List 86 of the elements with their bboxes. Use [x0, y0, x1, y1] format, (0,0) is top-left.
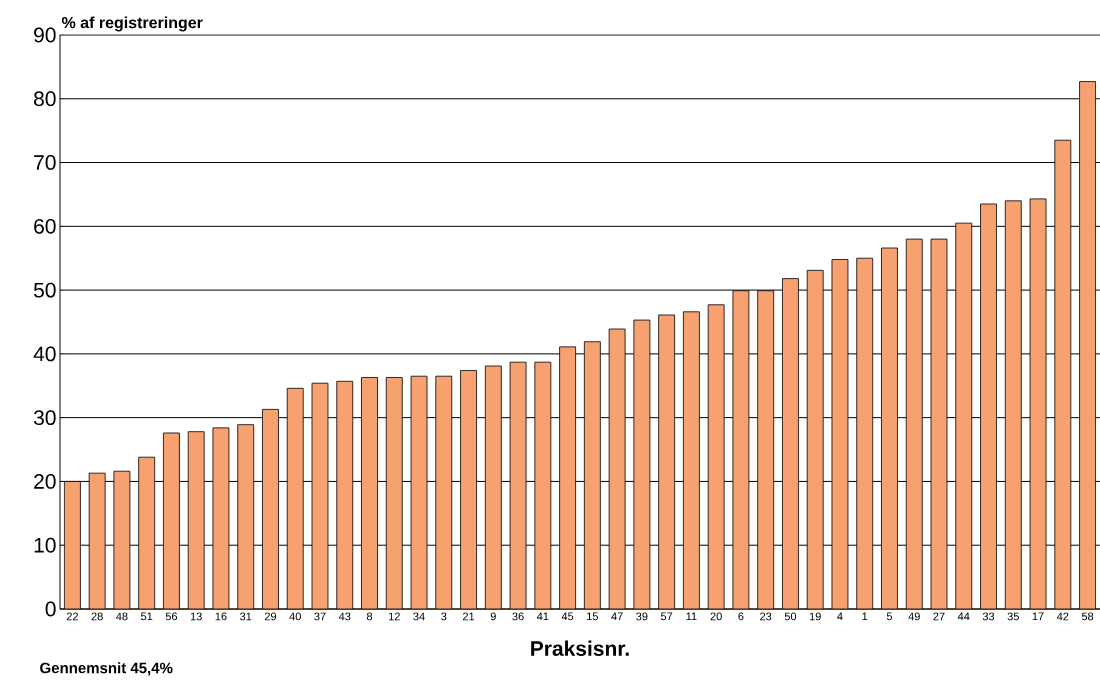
bar — [757, 290, 775, 609]
y-tick-label: 40 — [33, 346, 56, 362]
bar — [336, 380, 354, 609]
y-tick-label: 60 — [34, 218, 56, 234]
bar — [534, 361, 552, 609]
y-tick-label: 0 — [45, 601, 56, 617]
bar — [707, 304, 725, 609]
x-tick-label: 11 — [686, 612, 697, 621]
x-tick-label: 15 — [587, 612, 598, 621]
x-tick-label: 16 — [215, 612, 227, 621]
x-tick-label: 23 — [760, 612, 772, 621]
x-tick-label: 17 — [1032, 612, 1044, 621]
bar — [63, 481, 81, 609]
bar — [138, 456, 156, 609]
x-tick-label: 56 — [165, 612, 178, 621]
bar — [460, 370, 477, 609]
x-tick-label: 22 — [66, 612, 78, 621]
x-tick-label: 34 — [413, 612, 425, 621]
bar — [187, 431, 205, 609]
bar — [905, 238, 923, 609]
x-tick-label: 19 — [809, 612, 821, 621]
bar — [881, 247, 898, 609]
x-tick-label: 57 — [660, 612, 673, 621]
x-tick-label: 44 — [957, 612, 970, 621]
x-tick-label: 9 — [490, 612, 496, 621]
x-tick-label: 58 — [1081, 612, 1094, 621]
bar — [237, 424, 255, 609]
bar — [559, 346, 576, 609]
x-tick-label: 33 — [982, 612, 995, 621]
bar — [980, 203, 997, 609]
bar — [385, 377, 403, 609]
x-tick-label: 35 — [1007, 612, 1019, 621]
x-tick-label: 42 — [1056, 612, 1069, 621]
bar — [856, 257, 874, 609]
x-tick-label: 1 — [862, 612, 868, 621]
x-tick-label: 12 — [388, 612, 400, 621]
x-tick-label: 29 — [264, 612, 277, 621]
bar — [782, 278, 799, 609]
x-tick-label: 28 — [91, 612, 103, 621]
x-tick-label: 20 — [710, 612, 722, 621]
y-tick-label: 80 — [34, 91, 56, 107]
bar — [1054, 139, 1072, 609]
text: Gennemsnit 45,4% — [40, 662, 173, 676]
bar — [658, 314, 676, 609]
x-tick-label: 4 — [837, 612, 843, 621]
bar — [1004, 200, 1022, 609]
x-tick-label: 50 — [784, 612, 797, 621]
x-tick-label: 41 — [536, 612, 549, 621]
y-tick-label: 70 — [34, 155, 56, 170]
bar — [484, 365, 502, 609]
x-tick-label: 49 — [908, 612, 920, 621]
x-tick-label: 6 — [738, 612, 744, 621]
x-tick-label: 51 — [140, 612, 153, 621]
x-tick-label: 43 — [338, 612, 351, 621]
x-tick-label: 3 — [441, 612, 447, 621]
x-axis-title: Praksisnr. — [531, 640, 629, 656]
x-tick-label: 5 — [886, 612, 893, 621]
bar — [683, 311, 700, 609]
x-tick-label: 8 — [366, 612, 373, 621]
bar — [435, 375, 453, 609]
bar — [955, 222, 973, 609]
bar — [806, 269, 824, 609]
bar — [361, 377, 378, 609]
x-tick-label: 27 — [933, 612, 945, 621]
bar — [163, 432, 180, 609]
x-tick-label: 21 — [462, 612, 475, 621]
bar — [286, 387, 304, 609]
bar — [583, 341, 601, 609]
x-tick-label: 47 — [611, 612, 623, 621]
y-tick-label: 30 — [33, 410, 56, 426]
x-tick-label: 39 — [636, 612, 648, 621]
bar — [262, 408, 279, 609]
bar — [1079, 81, 1096, 609]
x-tick-label: 45 — [561, 612, 574, 621]
x-tick-label: 36 — [512, 612, 524, 621]
y-tick-label: 20 — [34, 474, 56, 489]
x-tick-label: 37 — [314, 612, 326, 621]
x-tick-label: 31 — [240, 612, 252, 621]
y-axis-title: % af registreringer — [61, 16, 203, 32]
x-tick-label: 40 — [289, 612, 301, 621]
y-tick-label: 10 — [34, 537, 56, 553]
bar — [88, 472, 106, 609]
y-tick-label: 90 — [34, 27, 56, 43]
y-tick-label: 50 — [33, 282, 56, 298]
x-tick-label: 48 — [116, 612, 128, 621]
x-tick-label: 13 — [190, 612, 202, 621]
